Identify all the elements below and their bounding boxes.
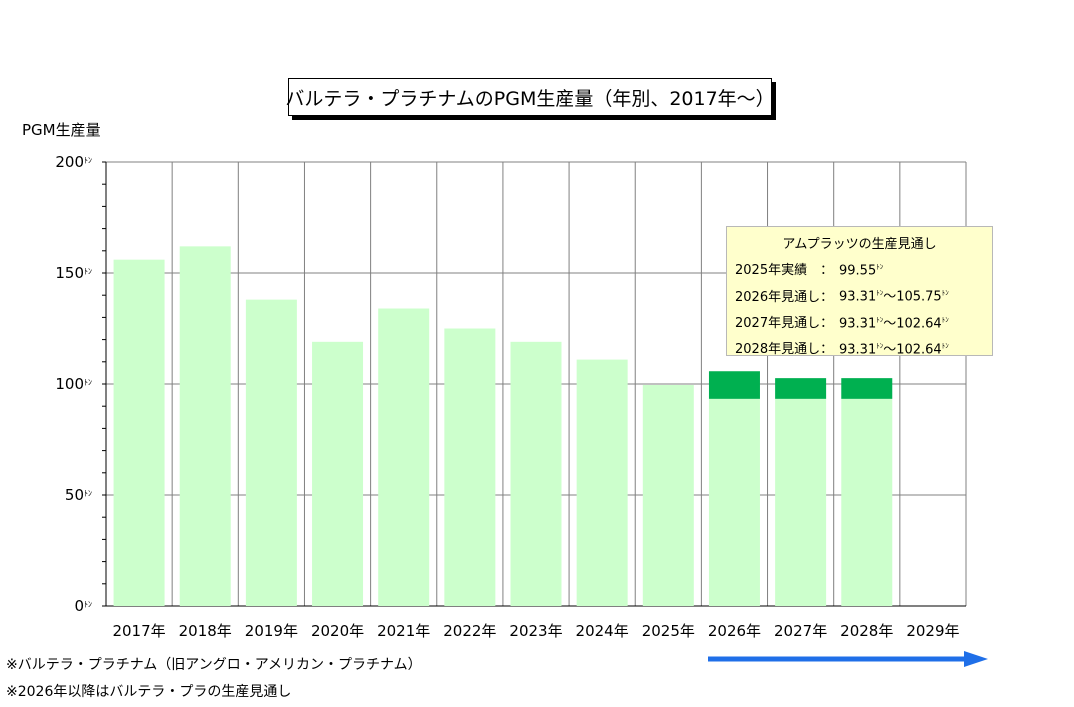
bar-2018年: [179, 246, 231, 607]
chart-title: バルテラ・プラチナムのPGM生産量（年別、2017年～）: [285, 78, 775, 116]
footnote-1: ※バルテラ・プラチナム（旧アングロ・アメリカン・プラチナム）: [6, 657, 422, 673]
callout-row-range: ～102.64: [883, 315, 942, 331]
y-tick-unit: ﾄﾝ: [84, 489, 92, 498]
bar-2021年: [378, 308, 430, 606]
callout-row: 2025年実績 ： 99.55ﾄﾝ: [735, 256, 984, 282]
x-tick-label: 2022年: [443, 622, 496, 640]
callout-row-range: ～102.64: [883, 342, 942, 358]
forecast-arrow-icon: [708, 651, 988, 667]
callout-unit: ﾄﾝ: [876, 263, 884, 271]
x-tick-label: 2024年: [576, 622, 629, 640]
y-tick-unit: ﾄﾝ: [84, 267, 92, 276]
bar-2027年: [775, 398, 827, 606]
callout-row-value: 93.31: [839, 289, 877, 305]
x-tick-label: 2028年: [840, 622, 893, 640]
callout-row: 2026年見通し： 93.31ﾄﾝ～105.75ﾄﾝ: [735, 282, 984, 308]
callout-row: 2027年見通し： 93.31ﾄﾝ～102.64ﾄﾝ: [735, 309, 984, 335]
forecast-callout: アムプラッツの生産見通し 2025年実績 ： 99.55ﾄﾝ 2026年見通し： 93…: [726, 226, 993, 357]
bar-range-2026年: [708, 371, 760, 399]
chart-title-text: バルテラ・プラチナムのPGM生産量（年別、2017年～）: [285, 87, 775, 110]
x-tick-label: 2027年: [774, 622, 827, 640]
callout-row-value: 93.31: [839, 315, 877, 331]
callout-unit: ﾄﾝ: [876, 341, 884, 350]
x-tick-label: 2020年: [311, 622, 364, 640]
callout-row-value: 93.31: [839, 342, 877, 358]
bar-2020年: [312, 341, 364, 606]
bar-2023年: [510, 341, 562, 606]
y-tick-unit: ﾄﾝ: [84, 156, 92, 165]
callout-row-label: 2026年見通し：: [735, 289, 834, 305]
callout-row-range: ～105.75: [883, 289, 942, 305]
bar-2026年: [708, 398, 760, 606]
x-tick-label: 2017年: [112, 622, 165, 640]
bar-range-2027年: [775, 378, 827, 399]
bar-2019年: [245, 299, 297, 606]
callout-row-label: 2027年見通し：: [735, 315, 834, 331]
callout-row-value: 99.55: [839, 263, 877, 279]
y-tick-label: 0ﾄﾝ: [74, 597, 92, 615]
bar-2025年: [642, 384, 694, 606]
x-tick-label: 2025年: [642, 622, 695, 640]
x-tick-label: 2029年: [906, 622, 959, 640]
bar-2024年: [576, 359, 628, 606]
y-tick-unit: ﾄﾝ: [84, 378, 92, 387]
callout-unit: ﾄﾝ: [941, 341, 949, 350]
y-tick-unit: ﾄﾝ: [84, 600, 92, 609]
bar-range-2028年: [841, 378, 893, 399]
y-axis-title: PGM生産量: [22, 121, 101, 139]
x-tick-label: 2023年: [509, 622, 562, 640]
y-tick-label: 100ﾄﾝ: [55, 375, 92, 393]
bar-2022年: [444, 328, 496, 606]
y-tick-label: 200ﾄﾝ: [55, 153, 92, 171]
callout-unit: ﾄﾝ: [941, 289, 949, 298]
bar-2017年: [113, 259, 165, 606]
callout-row-label: 2028年見通し：: [735, 342, 834, 358]
callout-unit: ﾄﾝ: [876, 315, 884, 324]
y-tick-label: 50ﾄﾝ: [65, 486, 92, 504]
callout-row-label: 2025年実績 ：: [735, 263, 834, 279]
footnote-2: ※2026年以降はバルテラ・プラの生産見通し: [6, 684, 292, 700]
callout-row: 2028年見通し： 93.31ﾄﾝ～102.64ﾄﾝ: [735, 335, 984, 361]
x-tick-label: 2021年: [377, 622, 430, 640]
callout-unit: ﾄﾝ: [941, 315, 949, 324]
x-tick-label: 2019年: [245, 622, 298, 640]
callout-rows: 2025年実績 ： 99.55ﾄﾝ 2026年見通し： 93.31ﾄﾝ～105.75ﾄ…: [735, 256, 984, 361]
x-tick-label: 2018年: [179, 622, 232, 640]
y-tick-label: 150ﾄﾝ: [55, 264, 92, 282]
bar-2028年: [841, 398, 893, 606]
callout-unit: ﾄﾝ: [876, 289, 884, 298]
callout-title: アムプラッツの生産見通し: [782, 237, 937, 252]
x-tick-label: 2026年: [708, 622, 761, 640]
